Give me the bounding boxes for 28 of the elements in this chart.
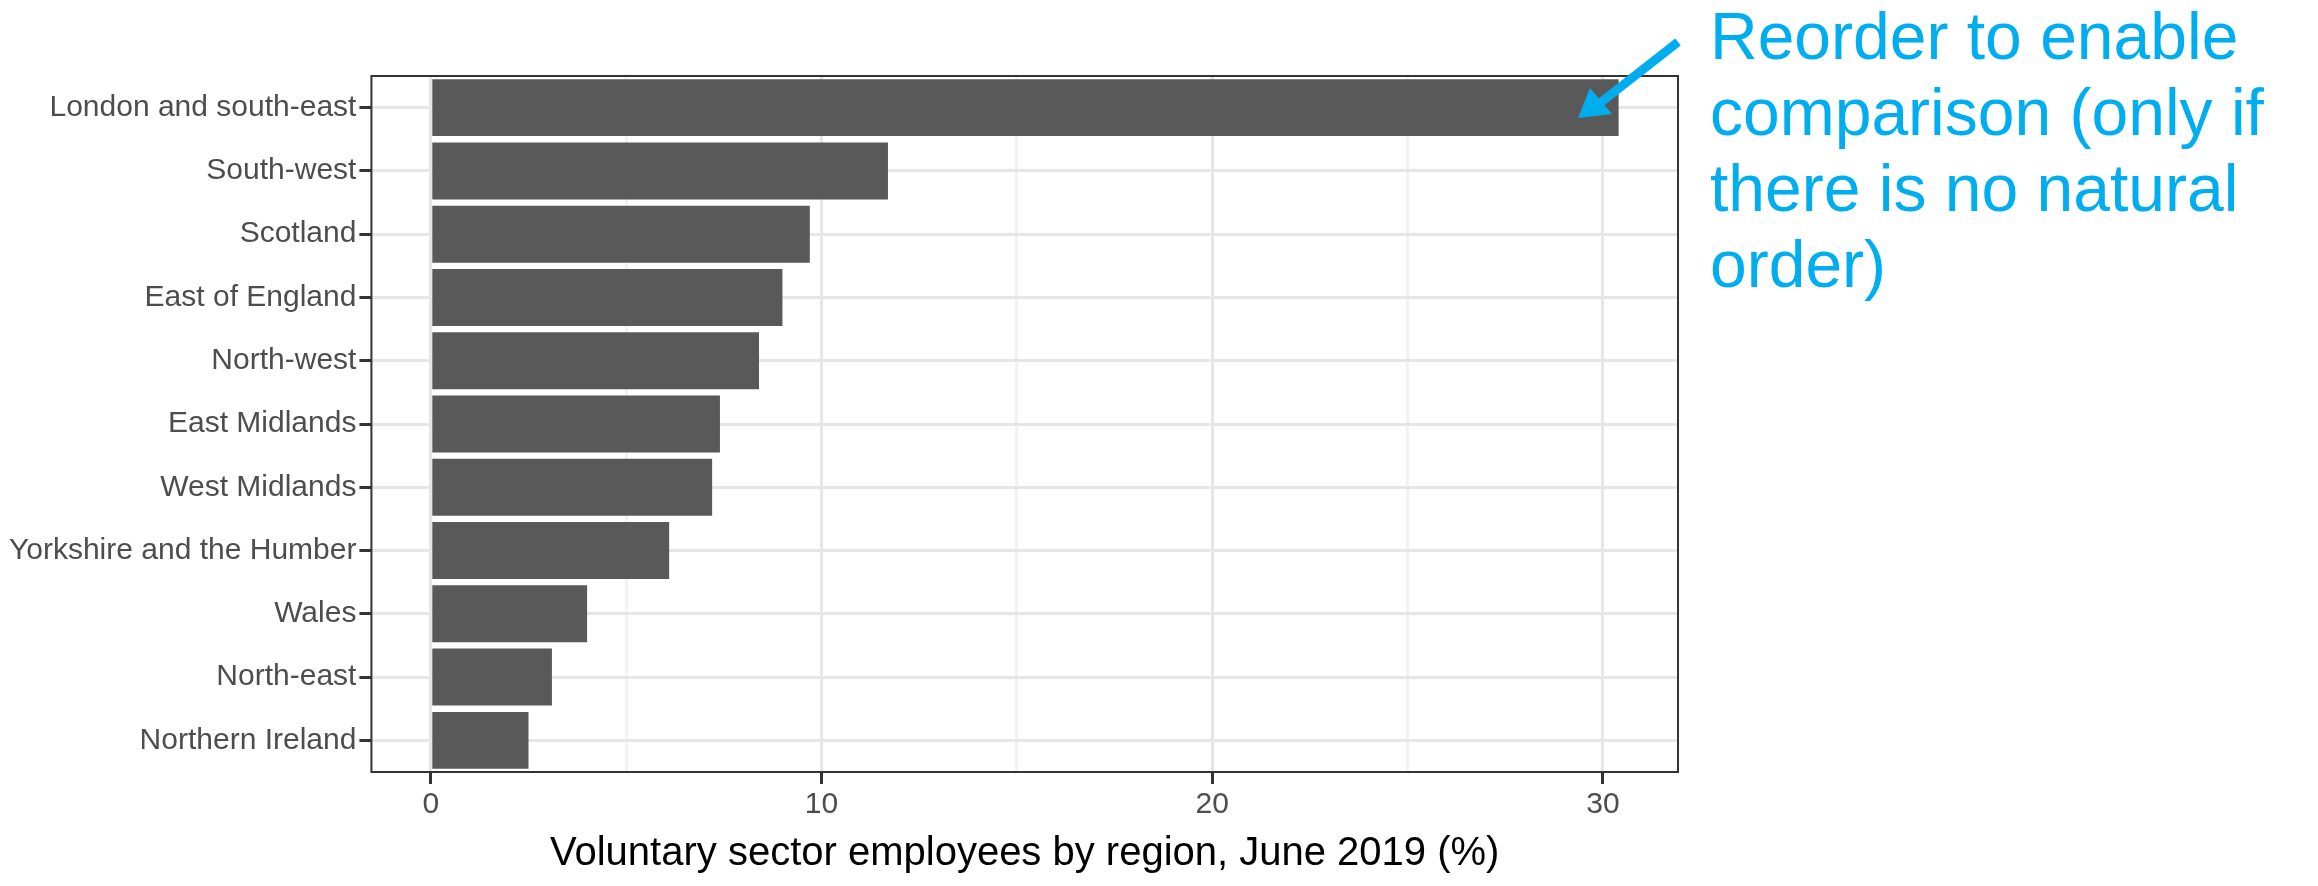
- y-tick-label: London and south-east: [49, 88, 358, 122]
- y-tick-label: Yorkshire and the Humber: [9, 531, 357, 565]
- bar: [432, 268, 783, 326]
- x-tick-label: 10: [804, 786, 839, 820]
- bar: [432, 522, 670, 580]
- bar: [432, 711, 529, 769]
- y-tick-label: North-east: [216, 658, 358, 692]
- bar: [432, 458, 713, 516]
- y-tick-label: Wales: [274, 595, 357, 629]
- y-tick-label: East of England: [144, 278, 357, 312]
- y-tick-label: Northern Ireland: [139, 721, 357, 755]
- bar: [432, 585, 588, 643]
- bar: [432, 142, 888, 200]
- bar: [432, 648, 552, 706]
- y-tick-label: East Midlands: [167, 405, 357, 439]
- bar: [432, 79, 1619, 137]
- bar: [432, 205, 810, 263]
- x-tick-label: 20: [1195, 786, 1229, 820]
- bar: [432, 332, 760, 390]
- x-axis-title: Voluntary sector employees by region, June 2019 (%): [550, 829, 1500, 874]
- text: Reorder to enable comparison (only if there is no natural order): [1710, 0, 2265, 302]
- x-tick-label: 30: [1586, 786, 1620, 820]
- y-tick-label: West Midlands: [160, 468, 357, 502]
- y-tick-label: Scotland: [239, 215, 357, 249]
- bar: [432, 395, 720, 453]
- y-tick-label: North-west: [211, 341, 358, 375]
- x-tick-label: 0: [422, 786, 440, 820]
- y-tick-label: South-west: [206, 152, 358, 186]
